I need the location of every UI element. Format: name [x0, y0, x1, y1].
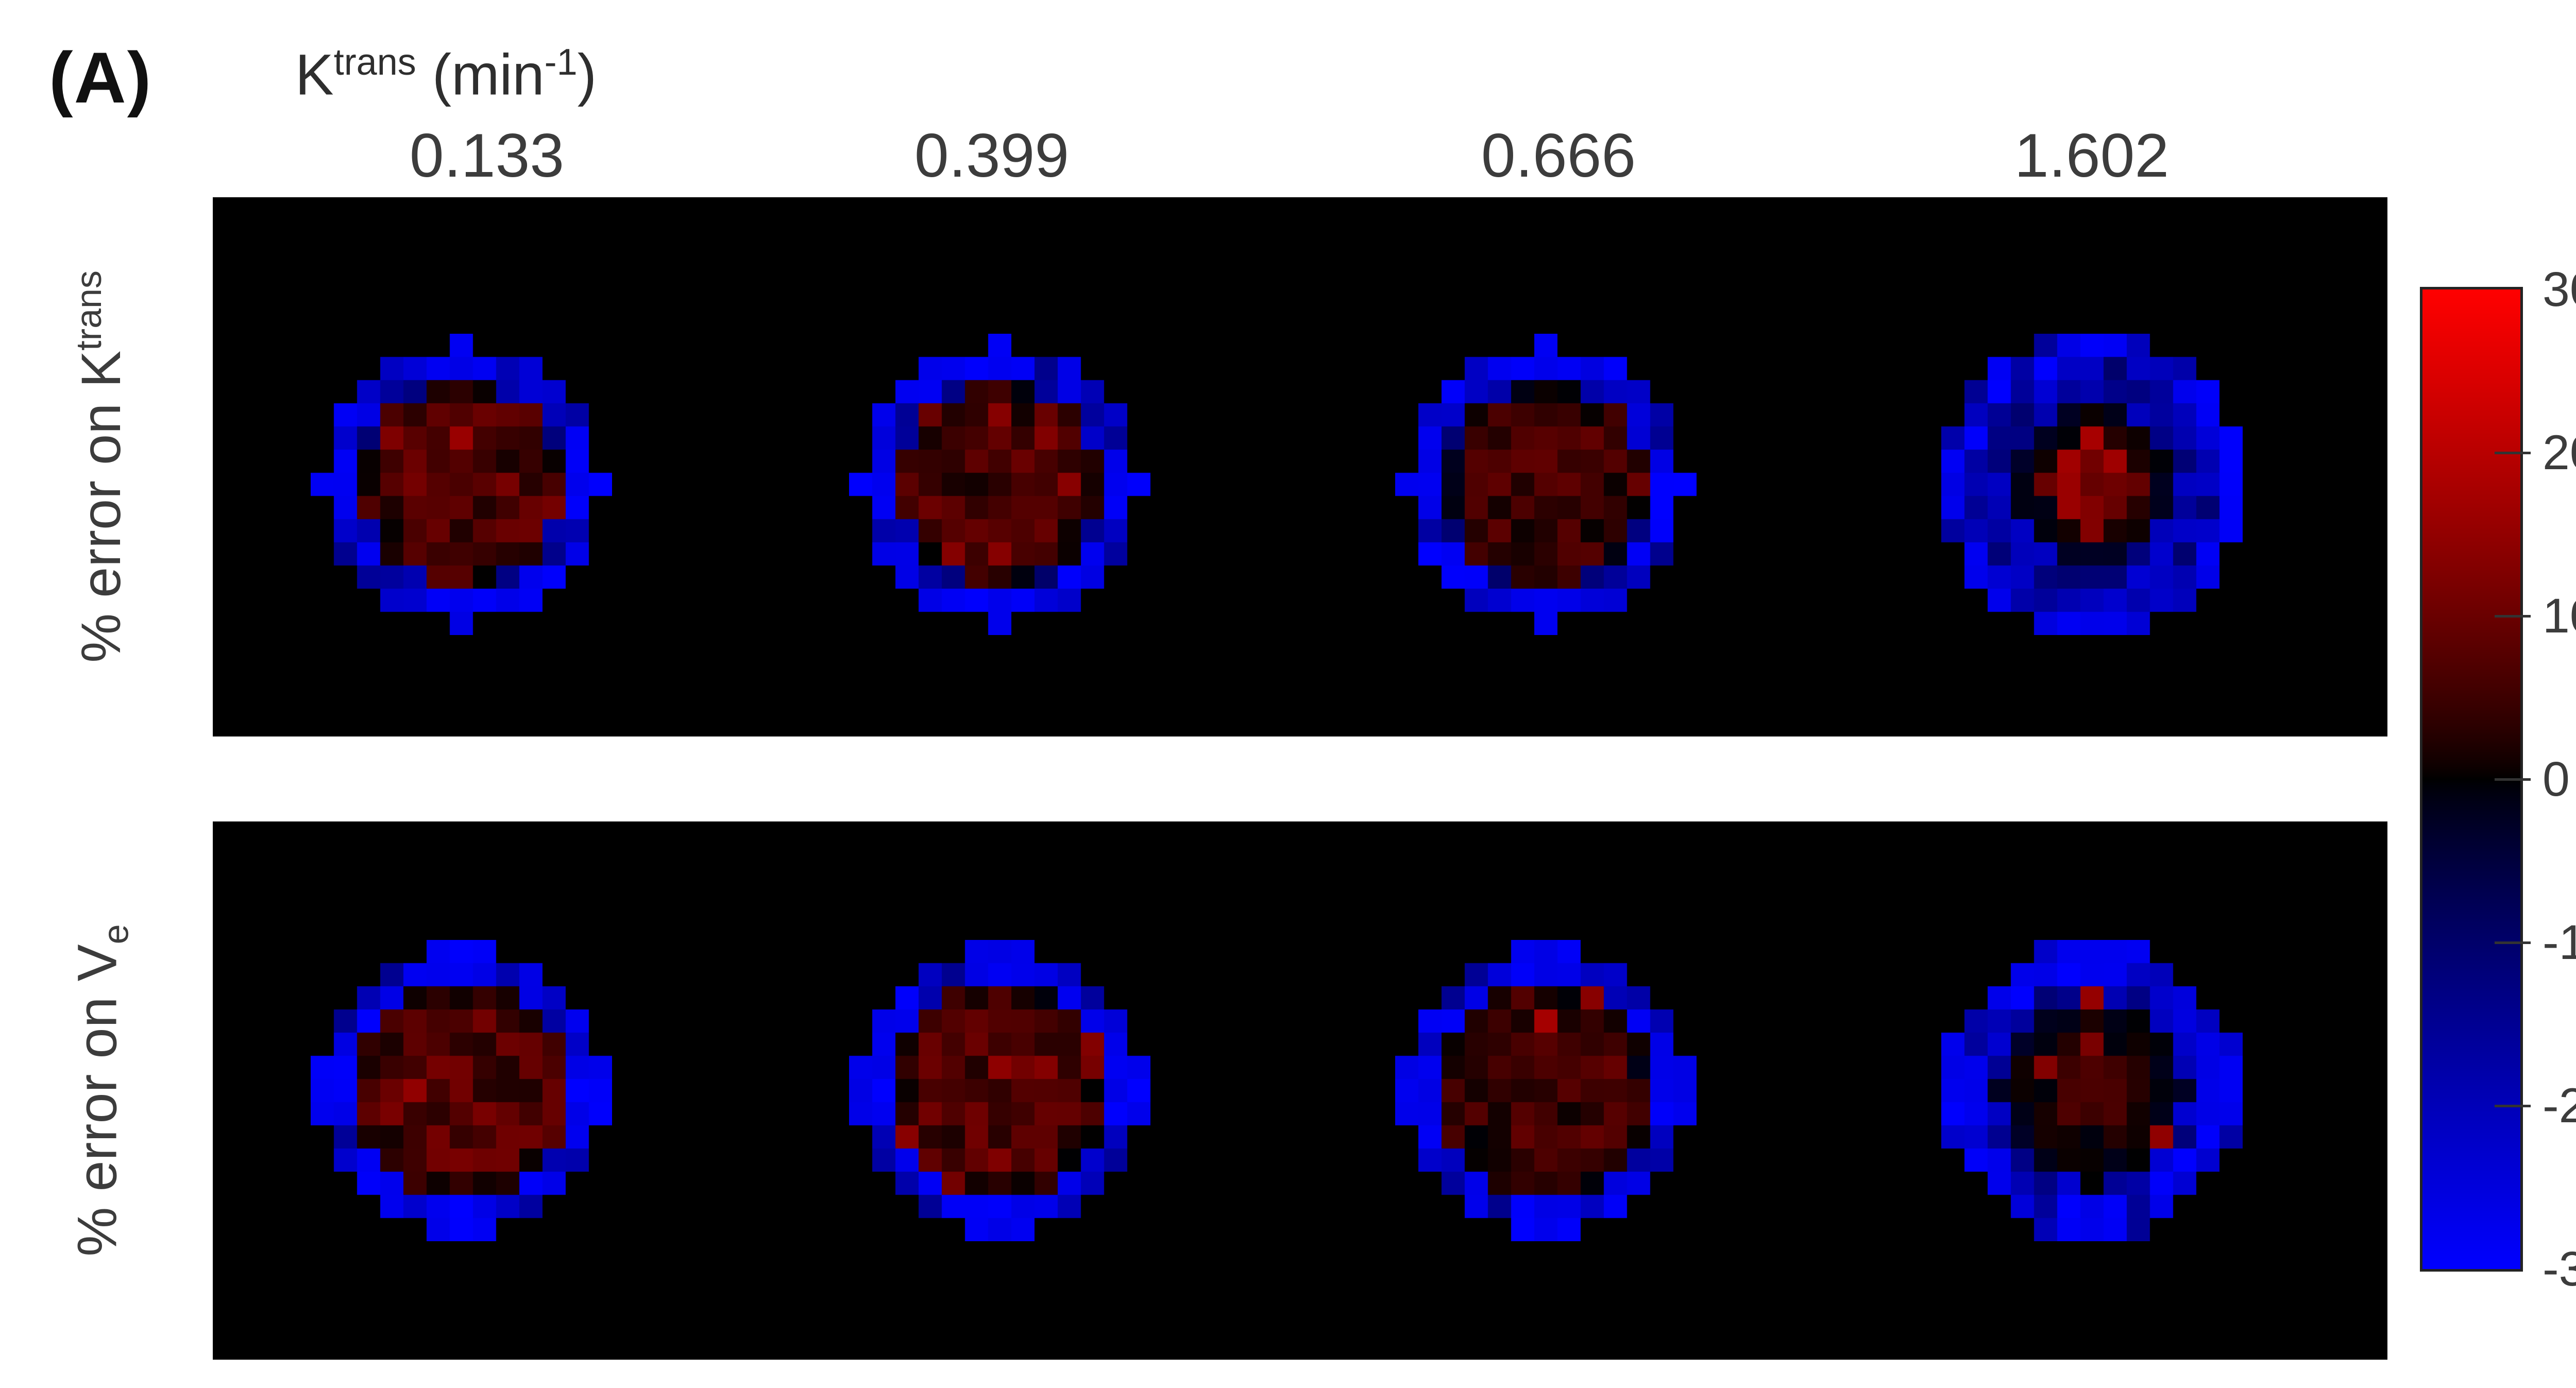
- colorbar-tick: [2495, 615, 2531, 618]
- row-label-ktrans-text: % error on K: [70, 350, 132, 663]
- row-label-ve-text: % error on V: [65, 944, 128, 1257]
- error-map-circle-r2-c3: [1395, 939, 1697, 1241]
- colorbar-tick-label: 10: [2543, 589, 2576, 643]
- ktrans-axis-title: Ktrans (min-1): [295, 41, 597, 108]
- row-label-ktrans: % error on Ktrans: [68, 270, 133, 663]
- error-map-circle-r1-c1: [310, 333, 612, 635]
- column-label-ktrans-value: 1.602: [2014, 121, 2170, 190]
- colorbar-tick: [2495, 778, 2531, 781]
- colorbar-tick-label: -30: [2543, 1242, 2576, 1296]
- error-map-circle-r2-c1: [310, 939, 612, 1241]
- error-map-circle-r2-c4: [1941, 939, 2243, 1241]
- colorbar-tick-label: 0: [2543, 752, 2570, 807]
- error-map-circle-r2-c2: [849, 939, 1150, 1241]
- column-label-ktrans-value: 0.666: [1481, 121, 1636, 190]
- panel-a-label: (A): [49, 37, 152, 118]
- colorbar-tick-label: -10: [2543, 915, 2576, 970]
- error-map-circle-r1-c4: [1941, 333, 2243, 635]
- ktrans-unit-close: ): [577, 42, 597, 107]
- colorbar-tick: [2495, 452, 2531, 454]
- colorbar-tick: [2495, 1105, 2531, 1107]
- colorbar-tick-label: 20: [2543, 425, 2576, 480]
- colorbar-tick: [2495, 941, 2531, 944]
- error-map-circle-r1-c2: [849, 333, 1150, 635]
- ktrans-unit-exp: -1: [544, 42, 578, 83]
- colorbar-tick-label: -20: [2543, 1078, 2576, 1133]
- ktrans-unit-open: (min: [432, 42, 545, 107]
- row-label-ve-sub: e: [95, 924, 136, 945]
- error-map-circle-r1-c3: [1395, 333, 1697, 635]
- column-label-ktrans-value: 0.399: [914, 121, 1070, 190]
- ktrans-symbol: K: [295, 42, 334, 107]
- row-label-ktrans-sup: trans: [69, 270, 109, 351]
- row-label-ve: % error on Ve: [65, 924, 137, 1256]
- column-label-ktrans-value: 0.133: [409, 121, 565, 190]
- colorbar-tick-label: 30: [2543, 262, 2576, 317]
- ktrans-symbol-sup: trans: [333, 42, 416, 83]
